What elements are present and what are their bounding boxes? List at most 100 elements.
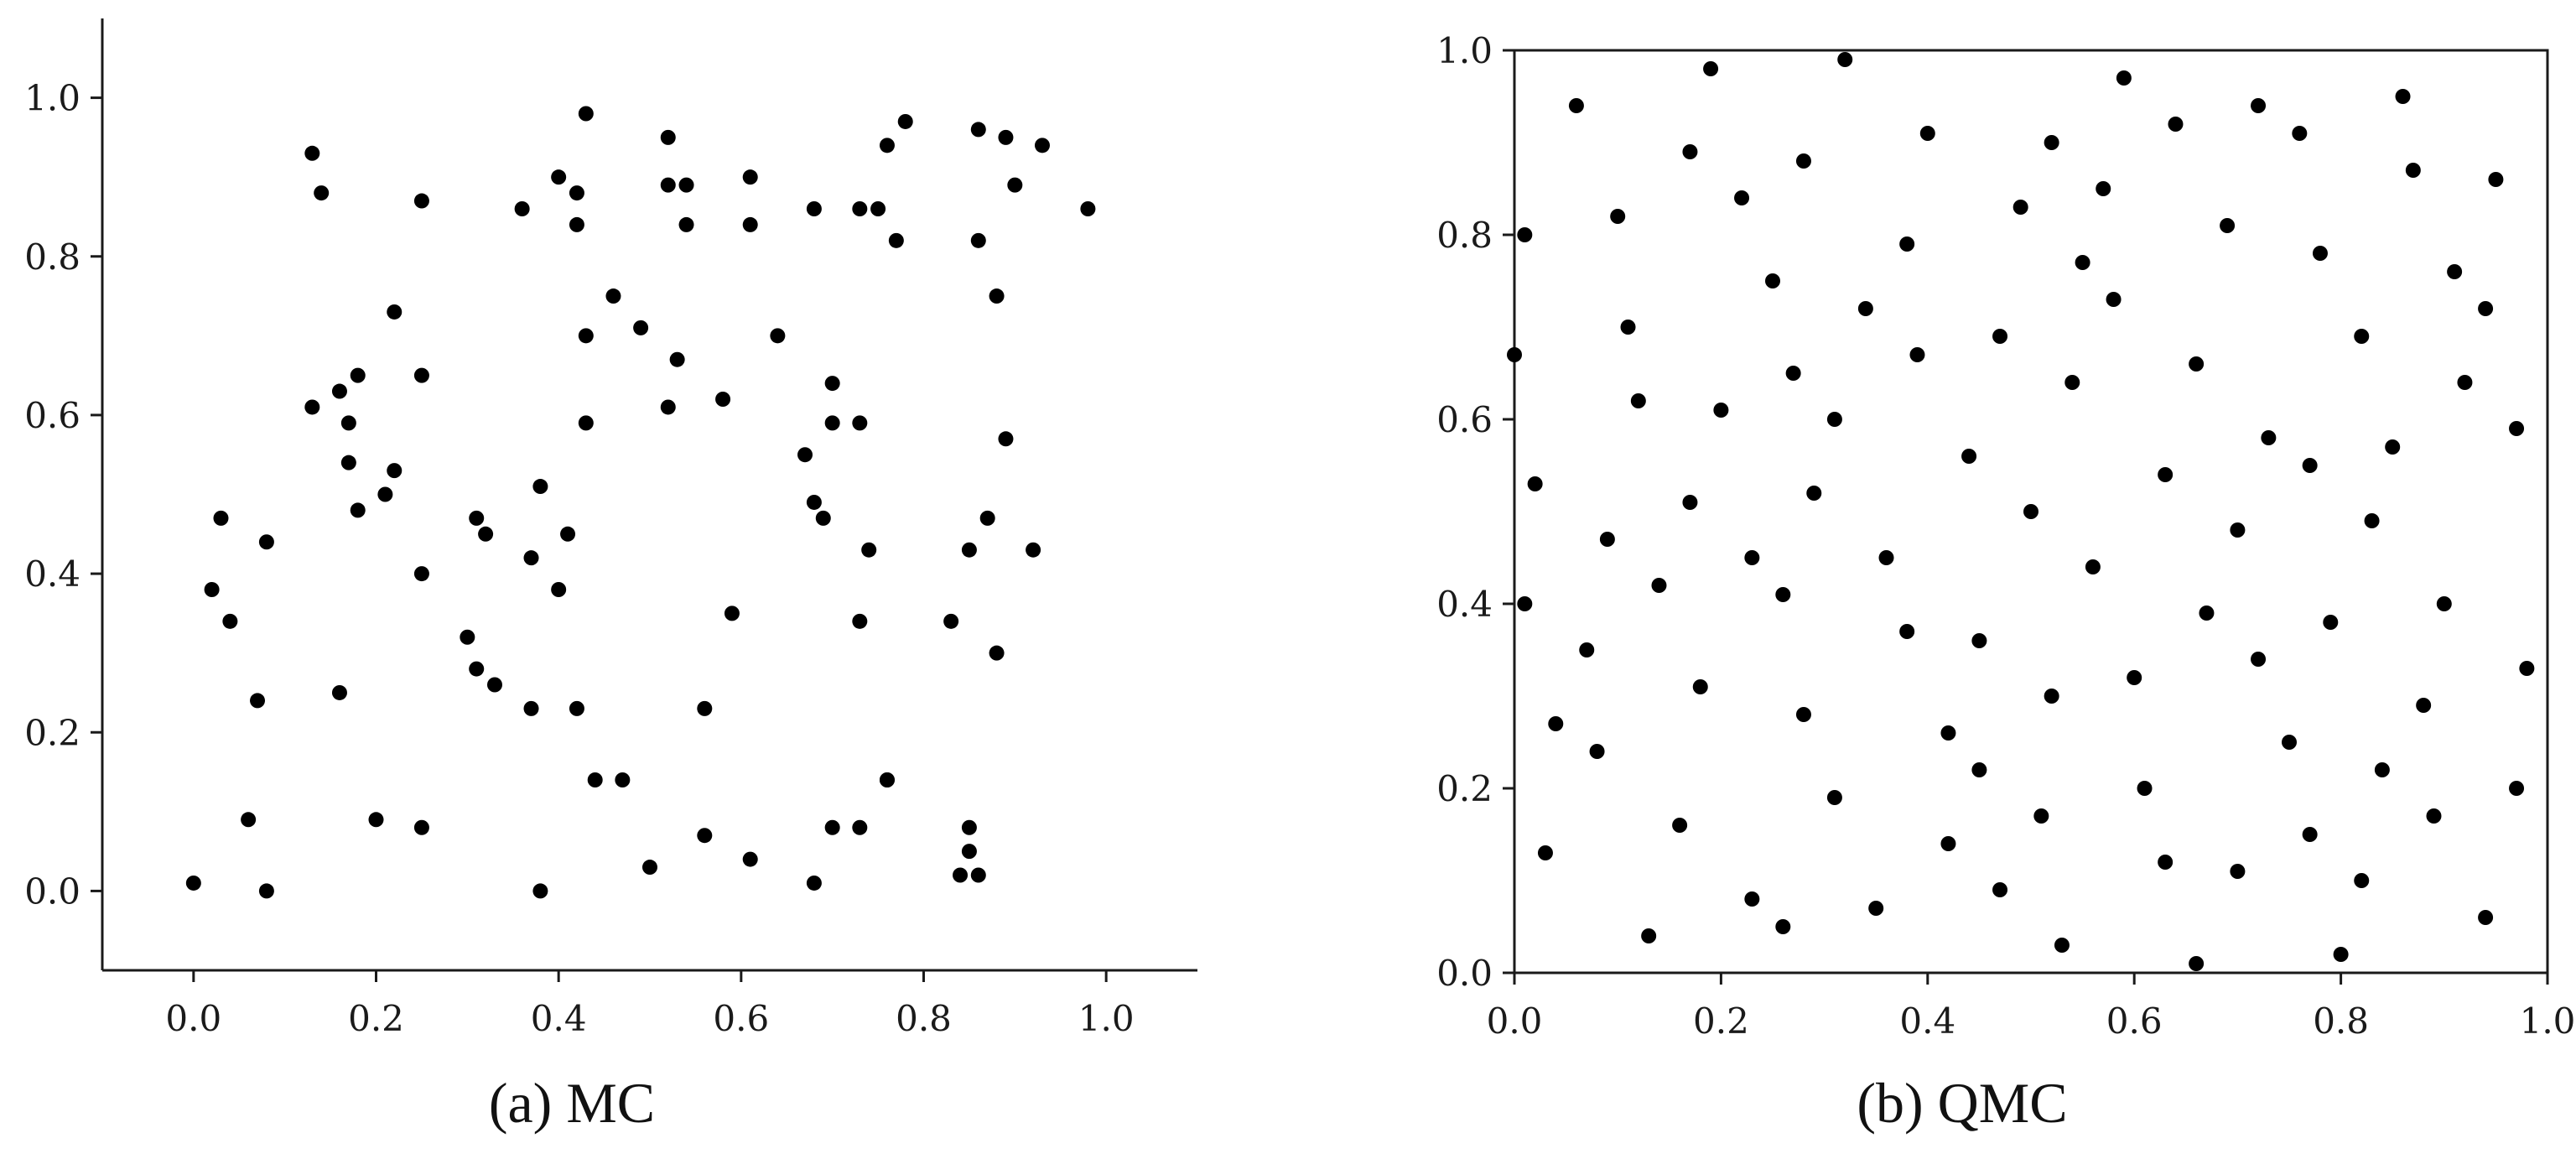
mc-data-point: [1034, 138, 1050, 153]
mc-data-point: [350, 502, 366, 518]
mc-data-point: [943, 613, 959, 629]
mc-data-point: [1026, 542, 1041, 558]
mc-data-point: [742, 216, 758, 232]
qmc-data-point: [2230, 522, 2246, 538]
qmc-data-point: [2064, 375, 2080, 390]
qmc-data-point: [2158, 467, 2174, 482]
mc-data-point: [387, 463, 402, 479]
qmc-data-point: [2085, 559, 2101, 574]
qmc-data-point: [2519, 661, 2535, 676]
qmc-data-point: [1579, 642, 1595, 657]
mc-data-point: [377, 486, 393, 502]
qmc-data-point: [2075, 255, 2090, 270]
mc-data-point: [340, 455, 356, 470]
qmc-data-point: [2137, 781, 2153, 796]
mc-y-tick-label: 1.0: [24, 78, 80, 119]
mc-data-point: [331, 383, 347, 399]
qmc-data-point: [2261, 430, 2277, 445]
qmc-data-point: [2033, 808, 2049, 824]
mc-x-tick-label: 0.0: [165, 998, 221, 1039]
mc-data-point: [578, 106, 594, 122]
qmc-data-point: [2509, 421, 2525, 436]
mc-data-point: [314, 185, 330, 201]
qmc-data-point: [1826, 790, 1842, 805]
qmc-data-point: [1826, 412, 1842, 427]
qmc-data-point: [2354, 873, 2370, 888]
qmc-data-point: [1899, 236, 1915, 252]
panel-qmc: 0.0 0.2 0.4 0.6 0.8 1.0 0.0 0.2 0.4 0.6 0.8 1.0 (b)…: [1436, 30, 2575, 1135]
qmc-data-point: [1507, 347, 1522, 362]
qmc-data-point: [1641, 928, 1657, 943]
qmc-data-point: [1527, 476, 1543, 491]
mc-data-point: [258, 883, 274, 899]
mc-data-point: [532, 479, 548, 495]
mc-data-point: [815, 510, 831, 526]
mc-data-point: [551, 582, 567, 597]
qmc-data-point: [2106, 292, 2122, 307]
qmc-data-point: [1795, 153, 1811, 169]
qmc-data-point: [1919, 126, 1935, 141]
qmc-data-point: [1713, 403, 1729, 418]
qmc-data-point: [1517, 596, 1533, 611]
mc-data-point: [660, 399, 676, 415]
mc-data-point: [514, 201, 530, 216]
qmc-data-point: [1857, 301, 1873, 316]
qmc-data-point: [1909, 347, 1925, 362]
mc-data-point: [879, 138, 895, 153]
mc-data-point: [824, 819, 840, 835]
mc-data-point: [331, 684, 347, 700]
qmc-data-point: [1589, 744, 1605, 759]
mc-data-point: [989, 288, 1005, 304]
mc-data-point: [879, 772, 895, 787]
mc-data-point: [979, 510, 995, 526]
qmc-y-tick-label: 0.8: [1436, 215, 1493, 256]
mc-data-point: [806, 494, 822, 510]
mc-x-tick-label: 0.8: [896, 998, 952, 1039]
qmc-x-tick-label: 0.6: [2106, 1000, 2163, 1042]
qmc-data-point: [1765, 273, 1780, 288]
mc-points: [185, 106, 1096, 899]
qmc-data-point: [2447, 264, 2463, 279]
qmc-data-point: [2302, 458, 2318, 473]
mc-caption: (a) MC: [489, 1071, 655, 1135]
qmc-y-tick-label: 0.2: [1436, 768, 1493, 809]
mc-data-point: [724, 605, 740, 621]
mc-data-point: [660, 177, 676, 193]
mc-data-point: [413, 367, 429, 383]
mc-data-point: [970, 867, 986, 883]
qmc-data-point: [2312, 246, 2328, 261]
mc-axes: 0.0 0.2 0.4 0.6 0.8 1.0 0.0 0.2 0.4 0.6 0.8 1.0: [24, 18, 1197, 1039]
mc-data-point: [642, 860, 657, 876]
mc-data-point: [888, 232, 904, 248]
mc-y-tick-label: 0.4: [24, 554, 80, 595]
qmc-y-tick-label: 0.0: [1436, 953, 1493, 994]
mc-data-point: [633, 320, 649, 335]
mc-data-point: [469, 661, 485, 677]
qmc-x-tick-label: 0.8: [2313, 1000, 2369, 1042]
mc-data-point: [523, 550, 539, 566]
mc-data-point: [989, 645, 1005, 661]
qmc-data-point: [1961, 449, 1977, 464]
qmc-data-point: [2354, 329, 2370, 344]
mc-data-point: [715, 392, 731, 407]
mc-data-point: [669, 351, 685, 367]
mc-data-point: [578, 415, 594, 431]
mc-data-point: [1007, 177, 1023, 193]
qmc-data-point: [2127, 670, 2142, 685]
qmc-data-point: [1971, 762, 1987, 777]
mc-data-point: [605, 288, 621, 304]
qmc-data-point: [1940, 725, 1956, 741]
qmc-data-point: [1837, 52, 1853, 67]
qmc-axes: 0.0 0.2 0.4 0.6 0.8 1.0 0.0 0.2 0.4 0.6 0.8 1.0: [1436, 30, 2575, 1042]
qmc-data-point: [2220, 218, 2236, 233]
qmc-data-point: [2189, 956, 2205, 971]
mc-data-point: [861, 542, 877, 558]
mc-y-tick-label: 0.6: [24, 395, 80, 436]
qmc-x-tick-label: 1.0: [2520, 1000, 2576, 1042]
mc-data-point: [970, 232, 986, 248]
qmc-data-point: [1610, 209, 1626, 224]
qmc-data-point: [1599, 532, 1615, 547]
qmc-data-point: [2509, 781, 2525, 796]
mc-data-point: [852, 819, 868, 835]
qmc-caption: (b) QMC: [1857, 1071, 2067, 1135]
